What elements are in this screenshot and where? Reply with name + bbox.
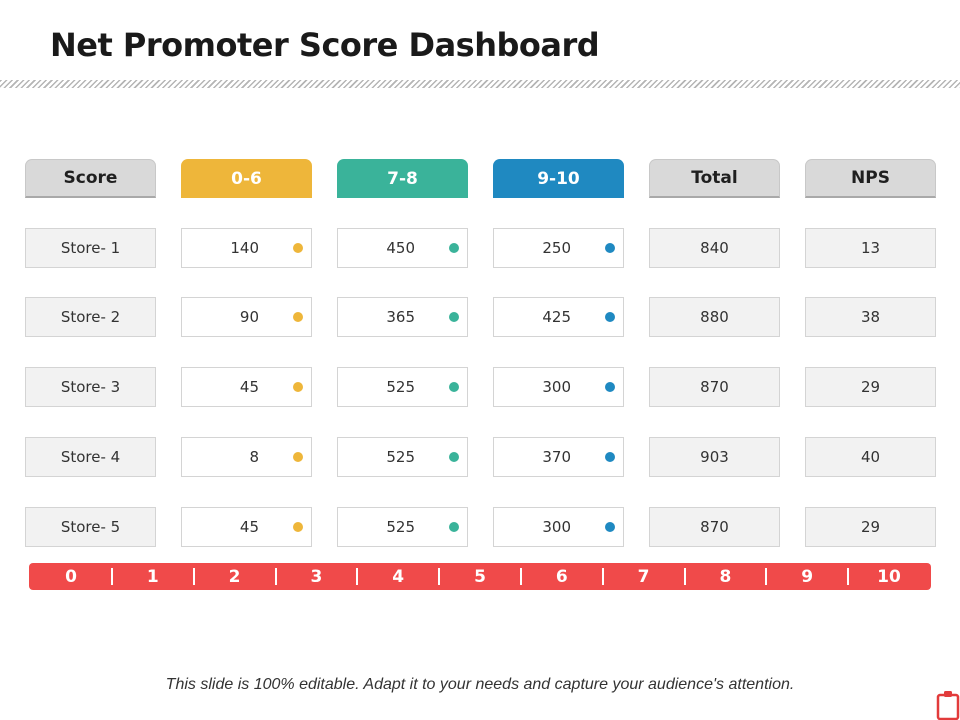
- scale-tick-label: 9: [801, 566, 814, 587]
- scale-separator: [274, 568, 277, 585]
- dot-icon: [449, 522, 459, 532]
- cell-value: 300: [542, 518, 571, 536]
- passives-cell: 525: [337, 367, 468, 407]
- cell-value: 450: [386, 239, 415, 257]
- scale-separator: [192, 568, 195, 585]
- scale-tick-label: 2: [228, 566, 241, 587]
- cell-value: 525: [386, 518, 415, 536]
- store-label: Store- 4: [25, 437, 156, 477]
- total-cell: 870: [649, 367, 780, 407]
- footer-note: This slide is 100% editable. Adapt it to…: [165, 676, 795, 693]
- scale-separator: [519, 568, 522, 585]
- header-detractors: 0-6: [181, 159, 312, 198]
- cell-value: 525: [386, 448, 415, 466]
- dot-icon: [605, 522, 615, 532]
- dot-icon: [605, 243, 615, 253]
- scale-separator: [765, 568, 768, 585]
- dot-icon: [293, 522, 303, 532]
- scale-tick-label: 5: [474, 566, 486, 587]
- header-nps: NPS: [805, 159, 936, 198]
- cell-value: 140: [230, 239, 259, 257]
- store-label: Store- 2: [25, 297, 156, 337]
- scale-separator: [110, 568, 113, 585]
- scale-tick-label: 10: [877, 566, 901, 587]
- promoters-cell: 300: [493, 367, 624, 407]
- scale-tick-label: 6: [555, 566, 568, 587]
- cell-value: 365: [386, 308, 415, 326]
- cell-value: 45: [239, 378, 259, 396]
- store-label: Store- 1: [25, 228, 156, 268]
- nps-cell: 40: [805, 437, 936, 477]
- detractors-cell: 90: [181, 297, 312, 337]
- total-cell: 870: [649, 507, 780, 547]
- cell-value: 370: [542, 448, 571, 466]
- passives-cell: 525: [337, 507, 468, 547]
- dot-icon: [449, 312, 459, 322]
- hatched-divider: [0, 80, 960, 88]
- dot-icon: [293, 312, 303, 322]
- detractors-cell: 140: [181, 228, 312, 268]
- nps-cell: 29: [805, 367, 936, 407]
- dot-icon: [605, 312, 615, 322]
- clipboard-icon: [936, 691, 960, 720]
- dot-icon: [449, 452, 459, 462]
- cell-value: 525: [386, 378, 415, 396]
- cell-value: 425: [542, 308, 571, 326]
- dot-icon: [293, 452, 303, 462]
- total-cell: 903: [649, 437, 780, 477]
- nps-cell: 29: [805, 507, 936, 547]
- detractors-cell: 8: [181, 437, 312, 477]
- store-label: Store- 5: [25, 507, 156, 547]
- score-scale-bar: 0 1 2 3 4 5 6 7 8 9 10: [29, 563, 931, 590]
- header-score: Score: [25, 159, 156, 198]
- nps-cell: 38: [805, 297, 936, 337]
- cell-value: 90: [239, 308, 259, 326]
- scale-separator: [601, 568, 604, 585]
- promoters-cell: 250: [493, 228, 624, 268]
- promoters-cell: 370: [493, 437, 624, 477]
- detractors-cell: 45: [181, 367, 312, 407]
- store-label: Store- 3: [25, 367, 156, 407]
- cell-value: 45: [239, 518, 259, 536]
- header-passives: 7-8: [337, 159, 468, 198]
- scale-tick-label: 4: [392, 566, 405, 587]
- header-total: Total: [649, 159, 780, 198]
- dot-icon: [293, 243, 303, 253]
- total-cell: 840: [649, 228, 780, 268]
- scale-tick-label: 3: [310, 566, 323, 587]
- dot-icon: [605, 452, 615, 462]
- passives-cell: 525: [337, 437, 468, 477]
- dot-icon: [449, 243, 459, 253]
- cell-value: 300: [542, 378, 571, 396]
- detractors-cell: 45: [181, 507, 312, 547]
- dot-icon: [293, 382, 303, 392]
- scale-tick-label: 1: [146, 566, 159, 587]
- header-promoters: 9-10: [493, 159, 624, 198]
- scale-tick-label: 0: [65, 566, 77, 587]
- page-title: Net Promoter Score Dashboard: [50, 26, 600, 64]
- promoters-cell: 300: [493, 507, 624, 547]
- scale-separator: [683, 568, 686, 585]
- scale-separator: [847, 568, 850, 585]
- cell-value: 8: [249, 448, 259, 466]
- scale-tick-label: 8: [719, 566, 732, 587]
- nps-cell: 13: [805, 228, 936, 268]
- passives-cell: 450: [337, 228, 468, 268]
- scale-tick-label: 7: [637, 566, 650, 587]
- cell-value: 250: [542, 239, 571, 257]
- scale-separator: [438, 568, 441, 585]
- scale-separator: [356, 568, 359, 585]
- passives-cell: 365: [337, 297, 468, 337]
- total-cell: 880: [649, 297, 780, 337]
- promoters-cell: 425: [493, 297, 624, 337]
- dot-icon: [449, 382, 459, 392]
- dot-icon: [605, 382, 615, 392]
